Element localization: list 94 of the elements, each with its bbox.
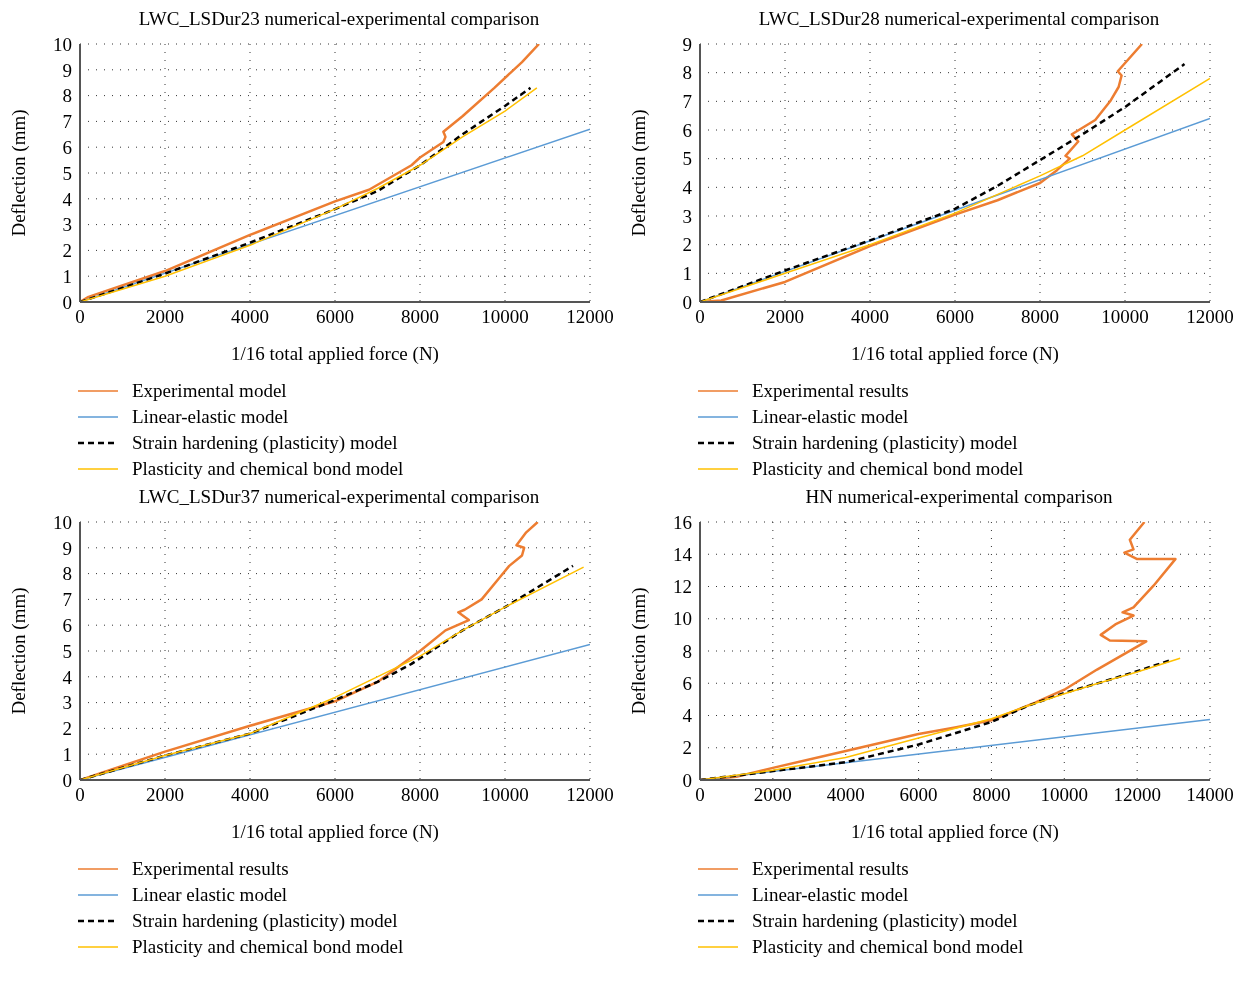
y-tick-label: 0 <box>62 769 72 791</box>
y-tick-label: 2 <box>62 240 72 262</box>
chart-title: LWC_LSDur23 numerical-experimental comparison <box>137 8 541 31</box>
y-tick-label: 7 <box>682 91 692 113</box>
y-tick-label: 5 <box>62 162 72 184</box>
x-tick-label: 2000 <box>766 306 804 328</box>
y-tick-label: 16 <box>673 511 692 533</box>
y-axis-title: Deflection (mm) <box>7 109 30 237</box>
legend-label: Linear-elastic model <box>752 884 909 906</box>
x-axis-title: 1/16 total applied force (N) <box>231 821 439 843</box>
y-tick-label: 0 <box>682 291 692 313</box>
y-tick-label: 7 <box>62 111 72 133</box>
y-tick-label: 0 <box>62 291 72 313</box>
x-tick-label: 10000 <box>1101 306 1149 328</box>
y-tick-label: 2 <box>682 737 692 759</box>
legend-label: Plasticity and chemical bond model <box>752 936 1024 958</box>
y-tick-label: 1 <box>62 743 72 765</box>
y-tick-label: 2 <box>62 718 72 740</box>
y-tick-label: 0 <box>682 769 692 791</box>
y-axis-title: Deflection (mm) <box>627 587 650 715</box>
y-tick-label: 6 <box>682 672 692 694</box>
y-tick-label: 4 <box>682 705 693 727</box>
x-tick-label: 2000 <box>753 784 792 806</box>
x-tick-label: 12000 <box>566 784 614 806</box>
x-tick-label: 6000 <box>899 784 938 806</box>
y-tick-label: 10 <box>53 33 72 55</box>
x-tick-label: 2000 <box>146 784 184 806</box>
x-tick-label: 12000 <box>566 306 614 328</box>
y-tick-label: 8 <box>62 85 72 107</box>
x-tick-label: 4000 <box>826 784 865 806</box>
y-tick-label: 7 <box>62 589 72 611</box>
chart-title: LWC_LSDur28 numerical-experimental comparison <box>757 8 1161 31</box>
y-tick-label: 1 <box>62 265 72 287</box>
y-tick-label: 6 <box>682 119 692 141</box>
y-tick-label: 4 <box>682 177 693 199</box>
x-tick-label: 8000 <box>1021 306 1059 328</box>
y-tick-label: 9 <box>62 59 72 81</box>
y-tick-label: 4 <box>62 188 73 210</box>
y-tick-label: 12 <box>673 576 692 598</box>
y-tick-label: 6 <box>62 614 72 636</box>
y-tick-label: 9 <box>62 537 72 559</box>
x-tick-label: 4000 <box>231 306 269 328</box>
x-tick-label: 12000 <box>1113 784 1161 806</box>
legend-label: Plasticity and chemical bond model <box>752 458 1024 480</box>
chart-title: LWC_LSDur37 numerical-experimental comparison <box>137 486 541 509</box>
y-tick-label: 10 <box>53 511 72 533</box>
y-tick-label: 10 <box>673 608 692 630</box>
legend-label: Experimental results <box>752 380 909 402</box>
x-tick-label: 10000 <box>1040 784 1089 806</box>
y-tick-label: 5 <box>62 640 72 662</box>
x-tick-label: 6000 <box>316 306 354 328</box>
y-axis-title: Deflection (mm) <box>627 109 650 237</box>
x-tick-label: 12000 <box>1186 306 1234 328</box>
x-tick-label: 10000 <box>481 306 529 328</box>
y-axis-title: Deflection (mm) <box>7 587 30 715</box>
y-tick-label: 5 <box>682 148 692 170</box>
x-tick-label: 10000 <box>481 784 529 806</box>
y-tick-label: 14 <box>673 543 693 565</box>
legend-label: Experimental model <box>132 380 287 402</box>
y-tick-label: 4 <box>62 666 73 688</box>
legend-label: Linear elastic model <box>132 884 288 906</box>
y-tick-label: 6 <box>62 136 72 158</box>
x-tick-label: 8000 <box>401 784 439 806</box>
x-axis-title: 1/16 total applied force (N) <box>231 343 439 365</box>
y-tick-label: 3 <box>62 692 72 714</box>
legend-label: Linear-elastic model <box>132 406 289 428</box>
y-tick-label: 8 <box>682 62 692 84</box>
x-tick-label: 4000 <box>231 784 269 806</box>
x-tick-label: 14000 <box>1186 784 1234 806</box>
chart-title: HN numerical-experimental comparison <box>804 486 1114 509</box>
y-tick-label: 1 <box>682 263 692 285</box>
y-tick-label: 3 <box>62 214 72 236</box>
legend-label: Strain hardening (plasticity) model <box>752 432 1018 454</box>
legend-label: Plasticity and chemical bond model <box>132 458 404 480</box>
y-tick-label: 2 <box>682 234 692 256</box>
y-tick-label: 9 <box>682 33 692 55</box>
legend-label: Linear-elastic model <box>752 406 909 428</box>
x-tick-label: 4000 <box>851 306 889 328</box>
x-axis-title: 1/16 total applied force (N) <box>851 343 1059 365</box>
legend-label: Plasticity and chemical bond model <box>132 936 404 958</box>
x-tick-label: 8000 <box>401 306 439 328</box>
y-tick-label: 3 <box>682 205 692 227</box>
x-tick-label: 6000 <box>936 306 974 328</box>
legend-label: Strain hardening (plasticity) model <box>132 432 398 454</box>
x-tick-label: 2000 <box>146 306 184 328</box>
legend-label: Strain hardening (plasticity) model <box>132 910 398 932</box>
x-axis-title: 1/16 total applied force (N) <box>851 821 1059 843</box>
legend-label: Strain hardening (plasticity) model <box>752 910 1018 932</box>
x-tick-label: 8000 <box>972 784 1011 806</box>
x-tick-label: 6000 <box>316 784 354 806</box>
y-tick-label: 8 <box>62 563 72 585</box>
y-tick-label: 8 <box>682 640 692 662</box>
legend-label: Experimental results <box>752 858 909 880</box>
legend-label: Experimental results <box>132 858 289 880</box>
